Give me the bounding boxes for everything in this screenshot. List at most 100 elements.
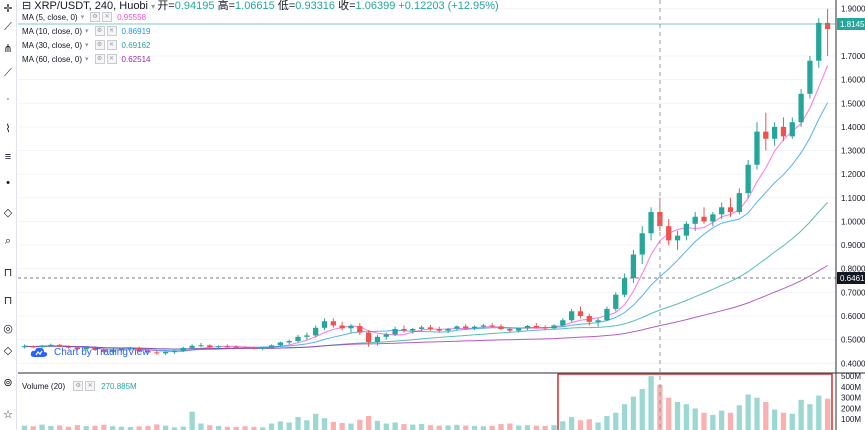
volume-tick-label: 400M: [841, 383, 861, 392]
ma10-remove-icon[interactable]: ✕: [106, 26, 117, 36]
ma10-caret-icon[interactable]: ▾: [85, 28, 89, 35]
visibility-tool-icon[interactable]: ◎: [3, 323, 13, 335]
tradingview-watermark[interactable]: Chart by TradingView: [30, 346, 149, 358]
ma60-legend[interactable]: MA (60, close, 0) ▾ ⚙ ✕ 0.62514: [22, 53, 150, 65]
candle-body: [313, 327, 319, 336]
candle-body: [277, 342, 284, 346]
volume-bar: [489, 425, 495, 430]
volume-bar: [21, 425, 28, 430]
candle-body: [339, 325, 345, 329]
volume-bar: [401, 424, 407, 430]
volume-bar: [48, 425, 54, 430]
candle-body: [533, 325, 539, 328]
volume-bar: [657, 384, 663, 430]
ma5-caret-icon[interactable]: ▾: [80, 14, 85, 21]
candle-body: [489, 325, 495, 327]
trend-line-tool-icon[interactable]: ⟋: [4, 21, 12, 33]
ma30-label: MA (30, close, 0): [22, 40, 83, 50]
ma30-legend[interactable]: MA (30, close, 0) ▾ ⚙ ✕ 0.69162: [22, 39, 150, 51]
ma5-legend[interactable]: MA (5, close, 0) ▾ ⚙ ✕ 0.95558: [22, 11, 146, 23]
collapse-icon[interactable]: ⊟: [22, 0, 35, 12]
candle-body: [39, 345, 45, 348]
brush-tool-icon[interactable]: ⌇: [5, 123, 11, 135]
candle-body: [65, 346, 72, 348]
delete-tool-icon[interactable]: ◇: [3, 345, 13, 357]
candle-body: [604, 308, 610, 321]
volume-bar: [357, 419, 363, 430]
candle-body: [507, 329, 513, 331]
candle-body: [330, 321, 336, 326]
price-tick-label: 1.4000: [841, 123, 865, 132]
pattern-tool-icon[interactable]: •: [6, 177, 10, 189]
volume-legend[interactable]: Volume (20) ⚙ ✕ 270.885M: [22, 380, 137, 392]
ruler-tool-icon[interactable]: ◇: [3, 207, 13, 219]
volume-bar: [286, 422, 292, 430]
candle-body: [251, 347, 257, 349]
candle-body: [21, 346, 28, 348]
volume-bar: [39, 424, 45, 430]
zoom-tool-icon[interactable]: ⌕: [4, 235, 12, 247]
candle-body: [171, 350, 178, 352]
candle-body: [816, 22, 822, 61]
ma5-settings-icon[interactable]: ⚙: [90, 12, 101, 22]
volume-bar: [171, 427, 178, 430]
volume-bar: [754, 397, 760, 430]
volume-bars: [21, 376, 831, 430]
candle-body: [180, 347, 186, 351]
volume-bar: [621, 404, 628, 430]
candle-body: [30, 346, 36, 348]
crosshair-tool-icon[interactable]: ✛: [3, 3, 13, 15]
ma5-remove-icon[interactable]: ✕: [102, 12, 113, 22]
candle-body: [365, 332, 372, 342]
volume-bar: [692, 408, 698, 430]
magnet-tool-icon[interactable]: ⊓: [3, 267, 13, 279]
volume-bar: [674, 402, 681, 430]
volume-bar: [798, 399, 804, 430]
dot-icon[interactable]: ·: [6, 93, 10, 105]
lock-tool-icon[interactable]: ⊓: [3, 295, 13, 307]
candle-body: [824, 22, 831, 30]
candle-body: [542, 327, 548, 329]
ma10-line: [24, 102, 829, 352]
candle-body: [789, 122, 795, 137]
price-axis[interactable]: 1.9000 1.7000 1.6000 1.5000 1.4000 1.3000 1.20…: [841, 5, 865, 369]
volume-bar: [701, 412, 707, 430]
highlight-box: [557, 373, 833, 430]
volume-bar: [260, 427, 266, 430]
favorites-tool-icon[interactable]: ☆: [3, 409, 13, 421]
volume-bar: [145, 425, 151, 430]
volume-remove-icon[interactable]: ✕: [85, 381, 96, 391]
volume-bar: [251, 426, 257, 430]
candle-body: [286, 341, 292, 343]
price-tick-label: 1.7000: [841, 52, 865, 61]
price-tick-label: 1.6000: [841, 76, 865, 85]
ma30-caret-icon[interactable]: ▾: [85, 42, 89, 49]
candle-body: [268, 345, 275, 348]
ma30-remove-icon[interactable]: ✕: [106, 40, 117, 50]
volume-settings-icon[interactable]: ⚙: [73, 381, 84, 391]
layers-tool-icon[interactable]: ⊚: [3, 377, 13, 389]
pitchfork-tool-icon[interactable]: ⋔: [3, 43, 13, 55]
drawing-toolbar: ✛ ⟋ ⋔ ⟋ · ⌇ ≡ • ◇ ⌕ ⊓ ⊓ ◎ ◇ ⊚ ☆: [0, 0, 17, 430]
ma10-settings-icon[interactable]: ⚙: [94, 26, 105, 36]
ray-tool-icon[interactable]: ⟋: [4, 67, 12, 79]
text-tool-icon[interactable]: ≡: [4, 151, 12, 163]
symbol-legend[interactable]: ⊟ XRP/USDT, 240, Huobi ▾ 开=0.94195 高=1.0…: [22, 0, 499, 13]
ma60-settings-icon[interactable]: ⚙: [94, 54, 105, 64]
ma10-legend[interactable]: MA (10, close, 0) ▾ ⚙ ✕ 0.86919: [22, 25, 150, 37]
candle-body: [295, 336, 301, 342]
settings-caret-icon[interactable]: ▾: [151, 2, 158, 11]
candle-body: [639, 233, 645, 255]
ma60-remove-icon[interactable]: ✕: [106, 54, 117, 64]
volume-bar: [648, 376, 654, 430]
candle-body: [207, 345, 213, 348]
price-tick-label: 0.8000: [841, 265, 865, 274]
volume-bar: [215, 425, 222, 430]
candle-body: [410, 329, 416, 331]
ma60-caret-icon[interactable]: ▾: [85, 56, 89, 63]
ma30-settings-icon[interactable]: ⚙: [94, 40, 105, 50]
candle-body: [224, 346, 231, 348]
close-label: 收=: [338, 0, 356, 12]
